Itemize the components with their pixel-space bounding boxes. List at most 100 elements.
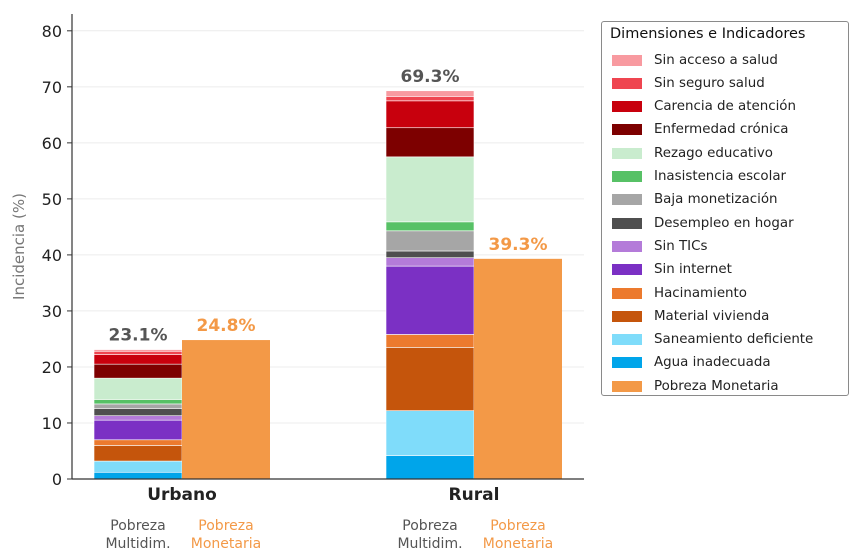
legend-label: Sin internet: [654, 262, 732, 278]
bar-segment-carencia_atencion: [93, 354, 183, 365]
bar-segment-agua_inadecuada: [385, 455, 475, 480]
legend-item-sin_internet: Sin internet: [612, 259, 732, 281]
bar-segment-sin_tics: [385, 257, 475, 267]
y-tick-label: 80: [42, 22, 62, 41]
legend-label: Sin TICs: [654, 238, 708, 254]
sub-label-monetary: Pobreza: [490, 518, 545, 534]
legend-swatch: [612, 124, 642, 136]
legend-item-agua_inadecuada: Agua inadecuada: [612, 352, 771, 374]
legend-label: Baja monetización: [654, 192, 778, 208]
bar-segment-inasistencia_escolar: [93, 399, 183, 405]
legend-swatch: [612, 334, 642, 346]
legend-label: Carencia de atención: [654, 99, 796, 115]
legend-swatch: [612, 77, 642, 89]
legend-label: Pobreza Monetaria: [654, 378, 779, 394]
legend: Dimensiones e Indicadores Sin acceso a s…: [601, 21, 849, 396]
bar-segment-sin_seguro_salud: [93, 350, 183, 355]
labels: 23.1% 24.8% Urbano Pobreza Multidim. Pobreza M…: [105, 67, 553, 551]
category-label: Urbano: [147, 485, 217, 505]
bar-segment-rezago_educativo: [93, 377, 183, 400]
bar-segment-saneamiento_deficiente: [93, 460, 183, 473]
sub-label-multi: Pobreza: [110, 518, 165, 534]
y-tick-label: 70: [42, 78, 62, 97]
y-tick-label: 10: [42, 414, 62, 433]
bar-segment-enfermedad_cronica: [385, 127, 475, 158]
bar-segment-desempleo_hogar: [93, 408, 183, 416]
bar-segment-sin_acceso_salud: [93, 349, 183, 352]
bar-segment-rezago_educativo: [385, 156, 475, 223]
sub-label-multi: Multidim.: [105, 536, 170, 551]
legend-swatch: [612, 101, 642, 113]
legend-label: Inasistencia escolar: [654, 169, 787, 184]
bar-segment-hacinamiento: [385, 334, 475, 348]
y-tick-label: 0: [52, 470, 62, 489]
y-tick-label: 20: [42, 358, 62, 377]
legend-item-pobreza_monetaria: Pobreza Monetaria: [612, 375, 779, 397]
legend-item-rezago_educativo: Rezago educativo: [612, 142, 773, 164]
legend-swatch: [612, 310, 642, 322]
legend-item-enfermedad_cronica: Enfermedad crónica: [612, 119, 788, 141]
monetary-total-label: 24.8%: [197, 316, 256, 336]
bar-segment-desempleo_hogar: [385, 250, 475, 259]
bar-segment-sin_seguro_salud: [385, 96, 475, 102]
axes: 0 10 20 30 40 50 60 70 80 Incidencia (%): [10, 14, 584, 489]
legend-item-baja_monetizacion: Baja monetización: [612, 189, 778, 211]
legend-label: Rezago educativo: [654, 145, 774, 161]
bar-segment-hacinamiento: [93, 439, 183, 446]
bar-segment-sin_internet: [93, 419, 183, 441]
bar-segment-baja_monetizacion: [385, 230, 475, 252]
legend-label: Enfermedad crónica: [654, 122, 789, 138]
legend-swatch: [612, 54, 642, 66]
bar-segment-sin_internet: [385, 265, 475, 335]
sub-label-multi: Multidim.: [397, 536, 462, 551]
legend-label: Desempleo en hogar: [654, 215, 794, 231]
legend-item-saneamiento_deficiente: Saneamiento deficiente: [612, 329, 813, 351]
legend-swatch: [612, 264, 642, 276]
bar-pobreza-monetaria: [474, 258, 562, 479]
multi-total-label: 23.1%: [109, 326, 168, 346]
bar-segment-carencia_atencion: [385, 100, 475, 129]
legend-item-sin_acceso_salud: Sin acceso a salud: [612, 49, 778, 71]
y-tick-label: 40: [42, 246, 62, 265]
legend-item-inasistencia_escolar: Inasistencia escolar: [612, 166, 786, 188]
bar-segment-material_vivienda: [93, 445, 183, 462]
legend-item-sin_tics: Sin TICs: [612, 235, 707, 257]
y-tick-label: 30: [42, 302, 62, 321]
bar-segment-sin_tics: [93, 415, 183, 421]
legend-item-sin_seguro_salud: Sin seguro salud: [612, 72, 765, 94]
legend-label: Hacinamiento: [654, 285, 747, 301]
legend-swatch: [612, 147, 642, 159]
bar-segment-agua_inadecuada: [93, 471, 183, 480]
legend-label: Sin seguro salud: [654, 75, 765, 91]
y-tick-label: 60: [42, 134, 62, 153]
legend-swatch: [612, 287, 642, 299]
bar-segment-sin_acceso_salud: [385, 90, 475, 97]
bar-segment-baja_monetizacion: [93, 403, 183, 409]
legend-swatch: [612, 357, 642, 369]
legend-item-carencia_atencion: Carencia de atención: [612, 96, 796, 118]
legend-item-desempleo_hogar: Desempleo en hogar: [612, 212, 794, 234]
multi-total-label: 69.3%: [401, 67, 460, 87]
bar-segment-material_vivienda: [385, 347, 475, 411]
legend-title: Dimensiones e Indicadores: [610, 26, 806, 42]
bars: [93, 90, 562, 480]
bar-segment-inasistencia_escolar: [385, 221, 475, 232]
legend-swatch: [612, 217, 642, 229]
sub-label-monetary: Pobreza: [198, 518, 253, 534]
legend-swatch: [612, 171, 642, 182]
legend-label: Material vivienda: [654, 308, 770, 324]
bar-pobreza-monetaria: [182, 340, 270, 479]
legend-item-material_vivienda: Material vivienda: [612, 305, 769, 327]
legend-label: Saneamiento deficiente: [654, 332, 814, 348]
legend-swatch: [612, 194, 642, 206]
legend-label: Agua inadecuada: [654, 355, 771, 371]
y-axis-label: Incidencia (%): [10, 193, 28, 300]
bar-segment-saneamiento_deficiente: [385, 410, 475, 456]
sub-label-monetary: Monetaria: [191, 536, 261, 551]
y-tick-label: 50: [42, 190, 62, 209]
category-label: Rural: [449, 485, 500, 505]
sub-label-multi: Pobreza: [402, 518, 457, 534]
legend-label: Sin acceso a salud: [654, 52, 778, 68]
sub-label-monetary: Monetaria: [483, 536, 553, 551]
